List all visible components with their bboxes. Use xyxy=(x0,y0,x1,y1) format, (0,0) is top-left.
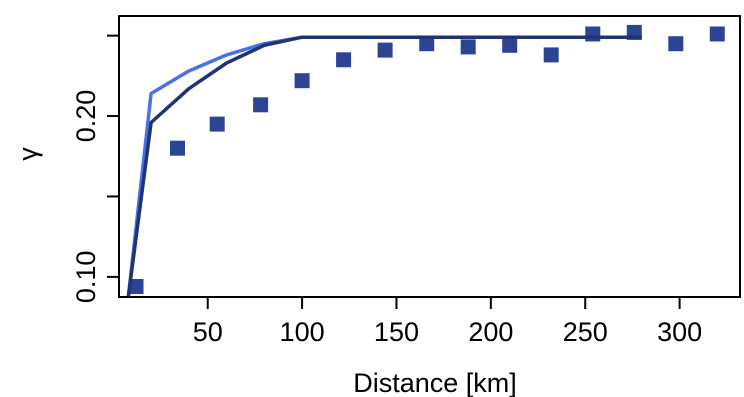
data-point xyxy=(253,97,269,113)
y-tick-label: 0.20 xyxy=(71,90,101,143)
data-point xyxy=(668,36,684,52)
data-point xyxy=(502,37,518,53)
x-tick-label: 50 xyxy=(193,317,223,347)
data-point xyxy=(543,47,559,63)
data-point xyxy=(336,52,352,68)
y-axis: 0.10 0.20 xyxy=(71,34,120,304)
x-axis-title: Distance [km] xyxy=(353,368,517,397)
y-tick-label: 0.10 xyxy=(71,251,101,304)
x-tick-label: 200 xyxy=(468,317,513,347)
data-point xyxy=(209,116,225,132)
data-point xyxy=(294,73,310,89)
data-point xyxy=(419,36,435,52)
x-tick-label: 250 xyxy=(563,317,608,347)
series-line-2 xyxy=(126,35,642,297)
data-point xyxy=(460,39,476,55)
x-tick-label: 300 xyxy=(657,317,702,347)
data-point xyxy=(128,279,144,294)
x-axis: 50 100 150 200 250 300 xyxy=(193,296,702,347)
plot-frame xyxy=(118,15,741,298)
x-tick-label: 100 xyxy=(280,317,325,347)
x-tick-label: 150 xyxy=(374,317,419,347)
series-layer xyxy=(126,24,725,297)
data-point xyxy=(170,140,185,156)
data-point xyxy=(709,26,725,42)
data-point xyxy=(585,26,601,42)
data-point xyxy=(377,42,393,58)
y-axis-title: γ xyxy=(13,147,43,161)
